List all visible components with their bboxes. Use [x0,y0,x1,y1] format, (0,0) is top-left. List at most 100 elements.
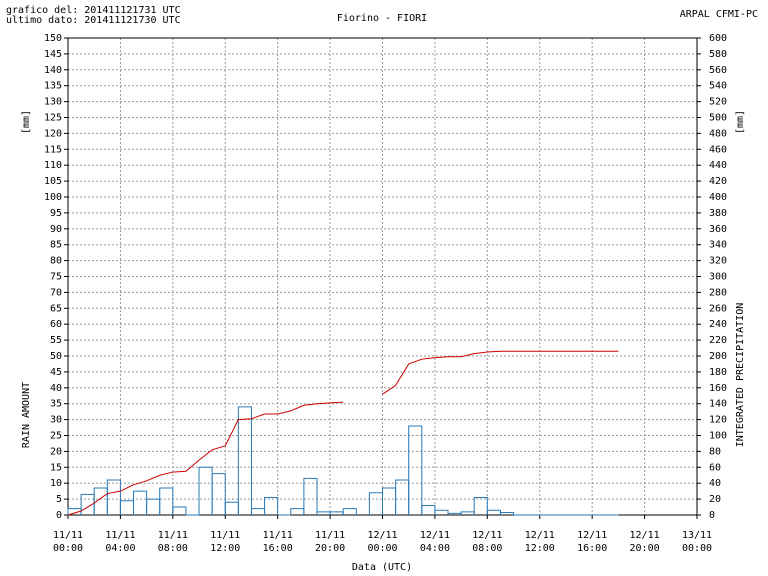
x-tick-label: 08:00 [472,543,502,554]
x-tick-label: 12/11 [577,530,607,541]
y2-tick-label: 260 [709,303,727,314]
y-tick-label: 15 [50,462,62,473]
bar [486,509,501,515]
bar [264,497,279,515]
y2-tick-label: 200 [709,351,727,362]
y-tick-label: 100 [44,192,62,203]
y-tick-label: 20 [50,446,62,457]
x-tick-label: 12/11 [367,530,397,541]
bar [473,497,488,515]
x-tick-label: 00:00 [682,543,712,554]
bar [133,490,148,515]
y-tick-label: 125 [44,113,62,124]
y2-tick-label: 380 [709,208,727,219]
x-tick-label: 12/11 [472,530,502,541]
bar [499,511,515,515]
y-tick-label: 85 [50,240,62,251]
bar [198,466,213,515]
x-tick-label: 20:00 [630,543,660,554]
y2-tick-label: 180 [709,367,727,378]
bar [211,473,226,515]
bar [250,508,266,515]
y2-tick-label: 460 [709,144,727,155]
bar [146,498,161,515]
y-tick-label: 105 [44,176,62,187]
x-tick-label: 13/11 [682,530,712,541]
y-tick-label: 25 [50,431,62,442]
x-tick-label: 04:00 [420,543,450,554]
x-tick-label: 16:00 [263,543,293,554]
y-tick-label: 75 [50,272,62,283]
bar [382,487,397,515]
y-tick-label: 140 [44,65,62,76]
y2-tick-label: 140 [709,399,727,410]
y-tick-label: 55 [50,335,62,346]
y2-tick-label: 360 [709,224,727,235]
y-tick-label: 120 [44,128,62,139]
x-tick-label: 12:00 [525,543,555,554]
y-tick-label: 50 [50,351,62,362]
x-tick-label: 11/11 [53,530,83,541]
x-tick-label: 12/11 [420,530,450,541]
bar [342,508,357,515]
y2-tick-label: 120 [709,415,727,426]
y-tick-label: 95 [50,208,62,219]
y2-tick-label: 560 [709,65,727,76]
bar [408,425,423,515]
bar [172,506,187,515]
y2-tick-label: 320 [709,256,727,267]
y-tick-label: 0 [56,510,62,521]
y2-tick-label: 540 [709,81,727,92]
bar [421,504,436,515]
last-note: ultimo dato: 201411121730 UTC [6,15,181,26]
x-tick-label: 04:00 [105,543,135,554]
bar [290,508,305,515]
y2-tick-label: 220 [709,335,727,346]
y2-tick-label: 440 [709,160,727,171]
source: ARPAL CFMI-PC [680,9,758,20]
y2-tick-label: 500 [709,113,727,124]
y2-tick-label: 340 [709,240,727,251]
y2-tick-label: 420 [709,176,727,187]
y2-tick-label: 80 [709,446,721,457]
y-tick-label: 70 [50,287,62,298]
y2-tick-label: 0 [709,510,715,521]
chart-title: Fiorino - FIORI [337,13,427,24]
x-tick-label: 12/11 [630,530,660,541]
y2-tick-label: 400 [709,192,727,203]
y2-tick-label: 580 [709,49,727,60]
y-tick-label: 80 [50,256,62,267]
y-tick-label: 130 [44,97,62,108]
y-tick-label: 5 [56,494,62,505]
y-tick-label: 30 [50,415,62,426]
y-unit: [mm] [21,110,32,134]
y-tick-label: 110 [44,160,62,171]
y2-tick-label: 160 [709,383,727,394]
x-tick-label: 12/11 [525,530,555,541]
bar [119,500,135,515]
bar [434,509,449,515]
line [67,350,619,516]
y-tick-label: 150 [44,33,62,44]
x-tick-label: 11/11 [158,530,188,541]
y2-tick-label: 100 [709,431,727,442]
y-tick-label: 10 [50,478,62,489]
y-tick-label: 45 [50,367,62,378]
y2-unit: [mm] [735,110,746,134]
x-tick-label: 11/11 [105,530,135,541]
bar [303,477,318,515]
y-tick-label: 115 [44,144,62,155]
x-tick-label: 11/11 [315,530,345,541]
y2-tick-label: 280 [709,287,727,298]
y2-tick-label: 300 [709,272,727,283]
x-tick-label: 16:00 [577,543,607,554]
y-tick-label: 35 [50,399,62,410]
x-tick-label: 11/11 [263,530,293,541]
bar [237,406,252,515]
y2-tick-label: 600 [709,33,727,44]
y-tick-label: 40 [50,383,62,394]
y-axis-label: RAIN AMOUNT [21,382,32,448]
y-tick-label: 90 [50,224,62,235]
y-tick-label: 135 [44,81,62,92]
